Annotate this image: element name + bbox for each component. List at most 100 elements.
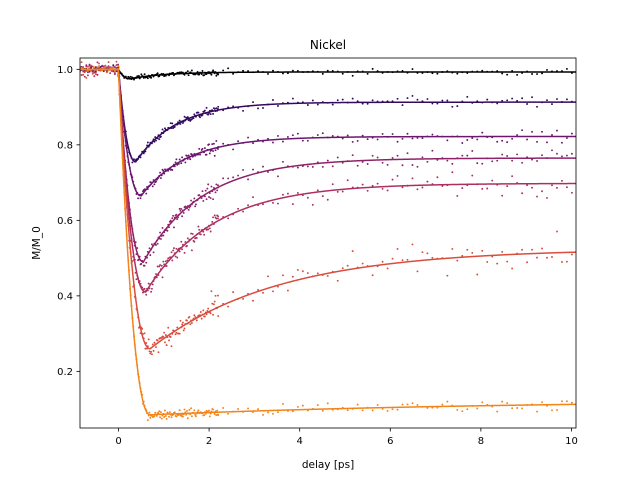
data-point <box>237 174 240 177</box>
data-point <box>203 233 206 236</box>
data-point <box>143 73 146 76</box>
data-point <box>521 192 524 195</box>
data-point <box>167 326 170 329</box>
data-point <box>371 154 374 157</box>
data-point <box>316 103 319 106</box>
data-point <box>170 345 173 348</box>
data-point <box>361 409 364 412</box>
data-point <box>158 410 161 413</box>
data-point <box>101 64 104 67</box>
data-point <box>396 154 399 157</box>
data-point <box>207 307 210 310</box>
data-point <box>165 265 168 267</box>
data-point <box>232 148 235 151</box>
data-point <box>291 97 294 100</box>
data-point <box>112 66 115 69</box>
data-point <box>195 415 197 418</box>
data-point <box>466 408 469 411</box>
data-point <box>531 73 534 75</box>
data-point <box>486 260 489 263</box>
data-point <box>306 104 309 106</box>
data-point <box>481 69 484 72</box>
data-point <box>201 147 204 150</box>
data-point <box>446 99 449 102</box>
data-point <box>150 243 153 246</box>
data-point <box>565 186 568 189</box>
data-point <box>361 183 364 186</box>
data-point <box>451 171 454 174</box>
data-point <box>160 417 163 420</box>
data-point <box>159 171 162 174</box>
data-point <box>110 67 113 69</box>
data-point <box>212 186 215 189</box>
data-point <box>208 152 211 155</box>
data-point <box>217 148 219 150</box>
data-point <box>391 257 394 260</box>
data-point <box>164 334 167 336</box>
data-point <box>215 217 218 220</box>
data-point <box>521 161 524 164</box>
data-point <box>242 210 245 213</box>
data-point <box>237 408 240 410</box>
series-3-points <box>80 65 573 200</box>
data-point <box>466 154 469 157</box>
data-point <box>215 183 218 186</box>
data-point <box>178 250 181 253</box>
data-point <box>541 154 543 157</box>
data-point <box>526 184 529 187</box>
y-tick-label: 0.8 <box>57 140 73 151</box>
data-point <box>451 162 454 165</box>
series-4-fit-line <box>80 68 576 263</box>
data-point <box>184 161 187 164</box>
data-point <box>94 66 97 69</box>
data-point <box>181 321 184 324</box>
data-point <box>371 409 374 412</box>
data-point <box>396 97 399 100</box>
data-point <box>401 164 404 167</box>
data-point <box>174 161 177 164</box>
data-point <box>296 166 299 169</box>
data-point <box>436 102 439 105</box>
series-2-fit-line <box>80 68 576 163</box>
data-point <box>216 189 219 192</box>
data-point <box>541 247 543 250</box>
data-point <box>212 313 215 316</box>
data-point <box>556 230 558 233</box>
data-point <box>272 141 274 144</box>
data-point <box>96 66 99 69</box>
data-point <box>156 339 159 342</box>
data-point <box>446 159 449 162</box>
data-point <box>146 77 149 80</box>
data-point <box>198 147 201 150</box>
data-point <box>186 409 188 412</box>
data-point <box>247 178 249 181</box>
data-point <box>168 339 170 342</box>
data-point <box>176 256 179 259</box>
series-5 <box>80 61 576 296</box>
data-point <box>214 294 217 297</box>
data-point <box>173 125 176 128</box>
data-point <box>232 291 235 294</box>
data-point <box>203 414 206 417</box>
data-point <box>181 215 184 218</box>
data-point <box>186 116 189 119</box>
data-point <box>162 169 165 172</box>
data-point <box>551 256 553 258</box>
data-point <box>541 130 543 133</box>
x-axis-label: delay [ps] <box>302 459 354 471</box>
data-point <box>164 341 166 344</box>
data-point <box>421 137 424 140</box>
data-point <box>110 70 113 73</box>
data-point <box>216 409 219 412</box>
data-point <box>91 70 94 73</box>
data-point <box>341 267 344 270</box>
data-point <box>186 319 188 322</box>
data-point <box>516 73 519 76</box>
data-point <box>215 414 218 417</box>
data-point <box>257 408 259 411</box>
data-point <box>481 162 484 165</box>
data-point <box>336 279 339 282</box>
data-point <box>212 150 215 153</box>
data-point <box>203 147 206 150</box>
data-point <box>262 107 264 109</box>
